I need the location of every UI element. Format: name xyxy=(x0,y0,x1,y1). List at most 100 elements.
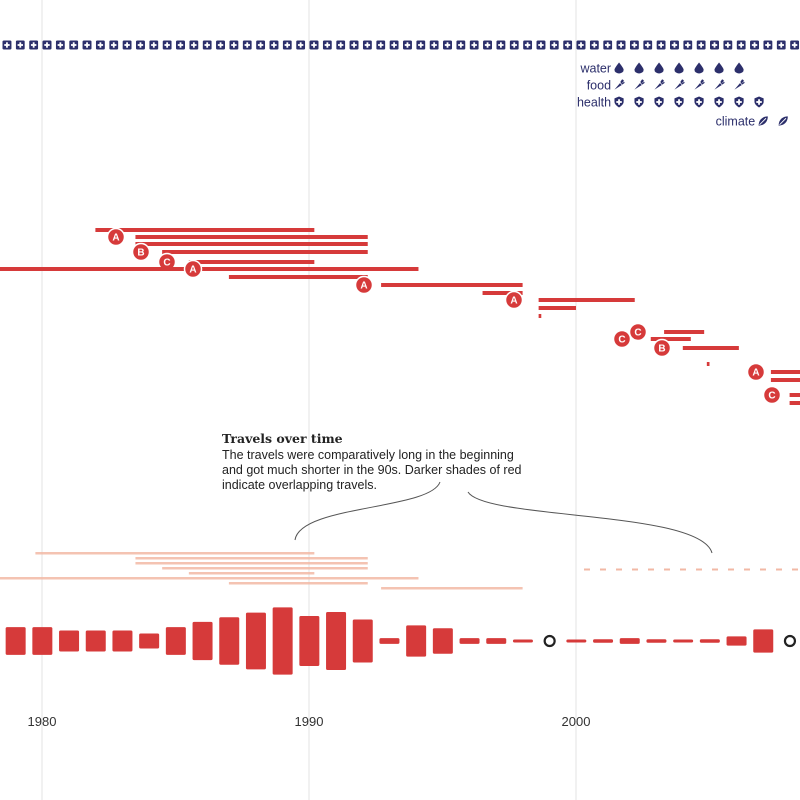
health-cross-icon xyxy=(55,40,65,50)
travel-bar xyxy=(664,330,705,334)
yearly-bars xyxy=(5,607,797,675)
health-cross-icon xyxy=(509,40,519,50)
top-icon-row xyxy=(2,40,800,50)
health-cross-icon xyxy=(135,40,145,50)
health-cross-icon xyxy=(416,40,426,50)
travel-badge xyxy=(612,329,632,349)
overlap-tick xyxy=(760,568,766,571)
health-cross-icon xyxy=(456,40,466,50)
annotation-body: The travels were comparatively long in t… xyxy=(222,448,522,492)
overlap-tick xyxy=(712,568,718,571)
year-bar xyxy=(272,607,293,675)
carrot-icon xyxy=(653,79,665,91)
travel-badge-label: A xyxy=(189,265,196,276)
health-cross-icon xyxy=(402,40,412,50)
travel-badge xyxy=(106,227,126,247)
travel-badge xyxy=(183,259,203,279)
health-cross-icon xyxy=(69,40,79,50)
overlap-line xyxy=(188,572,315,575)
travel-bar xyxy=(135,242,368,246)
health-cross-icon xyxy=(683,40,693,50)
health-cross-icon xyxy=(29,40,39,50)
carrot-icon xyxy=(613,79,625,91)
overlap-strip xyxy=(0,552,798,590)
health-cross-icon xyxy=(82,40,92,50)
health-cross-icon xyxy=(443,40,452,50)
legend-label-health: health xyxy=(577,96,611,110)
gridlines xyxy=(41,0,577,800)
overlap-tick xyxy=(584,568,590,571)
travel-badge xyxy=(131,242,151,262)
year-bar xyxy=(32,627,53,655)
health-shield-icon xyxy=(754,96,764,108)
health-cross-icon xyxy=(523,40,533,50)
health-cross-icon xyxy=(109,40,119,50)
health-cross-icon xyxy=(309,40,319,50)
leaf-icon xyxy=(778,115,789,127)
overlap-tick xyxy=(696,568,702,571)
health-cross-icon xyxy=(202,40,212,50)
travel-badge-label: B xyxy=(658,344,665,355)
travel-bar xyxy=(650,337,691,341)
travel-bar xyxy=(188,260,315,264)
health-cross-icon xyxy=(15,40,25,50)
travel-bar xyxy=(162,250,368,254)
overlap-tick xyxy=(664,568,670,571)
year-bar xyxy=(646,639,667,643)
health-shield-icon xyxy=(654,96,664,108)
health-cross-icon xyxy=(162,40,172,50)
travel-bar xyxy=(482,291,523,295)
water-drop-icon xyxy=(654,62,664,74)
year-bar xyxy=(85,630,106,652)
year-bar xyxy=(699,639,720,643)
carrot-icon xyxy=(713,79,725,91)
health-cross-icon xyxy=(669,40,679,50)
overlap-line xyxy=(135,562,368,565)
annotation-connector xyxy=(294,481,713,554)
overlap-tick xyxy=(776,568,782,571)
health-cross-icon xyxy=(256,40,266,50)
year-bar xyxy=(459,638,480,644)
water-drop-icon xyxy=(734,62,744,74)
travel-badge-label: A xyxy=(112,233,119,244)
category-legend: water food health climate xyxy=(577,62,789,129)
overlap-line xyxy=(381,587,523,590)
legend-label-climate: climate xyxy=(716,115,756,129)
overlap-tick xyxy=(648,568,654,571)
overlap-line xyxy=(0,577,419,580)
health-cross-icon xyxy=(362,40,372,50)
travel-bar xyxy=(538,314,542,318)
health-cross-icon xyxy=(496,40,506,50)
health-cross-icon xyxy=(710,40,719,50)
year-bar xyxy=(5,627,26,655)
health-cross-icon xyxy=(296,40,306,50)
travel-bar xyxy=(682,346,739,350)
year-bar xyxy=(112,630,133,652)
health-cross-icon xyxy=(483,40,493,50)
health-cross-icon xyxy=(95,40,105,50)
travel-badge xyxy=(746,362,766,382)
travel-badge-label: C xyxy=(618,335,625,346)
overlap-tick xyxy=(792,568,798,571)
travel-bar xyxy=(706,362,710,366)
health-cross-icon xyxy=(336,40,346,50)
leaf-icon xyxy=(758,115,769,127)
health-cross-icon xyxy=(349,40,359,50)
travel-badge-label: A xyxy=(752,368,759,379)
health-cross-icon xyxy=(429,40,439,50)
health-cross-icon xyxy=(750,40,760,50)
travel-badge-label: C xyxy=(768,391,775,402)
travel-bar xyxy=(789,401,800,405)
health-cross-icon xyxy=(629,40,639,50)
travel-bar xyxy=(538,306,576,310)
travel-badge xyxy=(762,385,782,405)
year-bar xyxy=(593,639,614,643)
health-cross-icon xyxy=(189,40,199,50)
health-cross-icon xyxy=(42,40,52,50)
health-cross-icon xyxy=(122,40,132,50)
year-bar xyxy=(326,612,347,670)
health-cross-icon xyxy=(149,40,159,50)
year-bar xyxy=(512,639,533,643)
health-shield-icon xyxy=(634,96,644,108)
annotation-title: Travels over time xyxy=(222,431,343,446)
